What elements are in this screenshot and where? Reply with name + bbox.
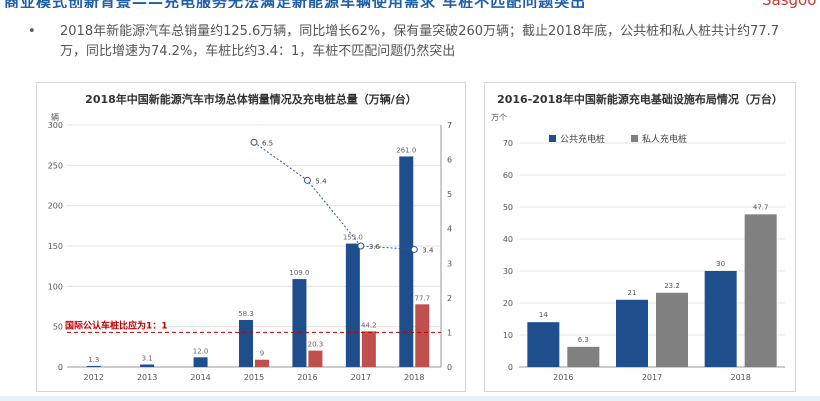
x-tick-label: 2016 (297, 373, 317, 382)
y-tick-label: 10 (503, 331, 513, 340)
bar-vehicle-sales (292, 279, 307, 367)
bar-public-chargers (616, 299, 648, 367)
bar-value-label: 58.3 (238, 310, 254, 318)
bar-private-chargers (744, 214, 777, 367)
y2-tick-label: 3 (447, 259, 452, 268)
bar-value-label: 153.0 (343, 234, 363, 242)
y-tick-label: 70 (503, 139, 513, 148)
reference-line-label: 国际公认车桩比应为1：1 (65, 319, 168, 331)
bar-value-label: 23.2 (664, 282, 680, 290)
bar-value-label: 12.0 (193, 347, 209, 355)
bar-vehicle-sales (140, 364, 155, 367)
line-vehicle-charger-ratio (253, 141, 415, 250)
x-tick-label: 2017 (351, 373, 371, 382)
bar-value-label: 9 (260, 350, 264, 358)
y-tick-label: 50 (503, 203, 513, 212)
legend-label: 私人充电桩 (642, 133, 687, 145)
line-value-label: 6.5 (262, 139, 273, 147)
line-value-label: 5.4 (315, 177, 327, 185)
legend-label: 公共充电桩 (560, 133, 605, 145)
x-tick-label: 2018 (404, 373, 424, 382)
bar-value-label: 14 (539, 311, 548, 319)
y2-tick-label: 5 (447, 190, 452, 199)
bar-vehicle-sales (86, 365, 101, 367)
bar-value-label: 109.0 (289, 269, 309, 277)
y-tick-label: 150 (48, 242, 63, 251)
bar-value-label: 47.7 (753, 203, 769, 211)
sales-and-chargers-chart: 辆 0 50 100 150 200 250 300 0 1 2 3 4 5 6 7 1.3 2012 3.1 201… (48, 112, 452, 382)
y-tick-label: 0 (58, 363, 63, 372)
bar-vehicle-sales (345, 243, 360, 367)
bar-value-label: 261.0 (396, 146, 416, 154)
bar-chargers (415, 304, 430, 367)
bar-value-label: 21 (628, 289, 637, 297)
y2-tick-label: 1 (447, 328, 452, 337)
bar-public-chargers (527, 322, 560, 367)
y-tick-label: 200 (48, 202, 63, 211)
bar-value-label: 20.3 (308, 341, 324, 349)
bar-value-label: 77.7 (414, 294, 430, 302)
footer-band (0, 396, 820, 401)
x-tick-label: 2013 (137, 373, 157, 382)
y-tick-label: 60 (503, 171, 513, 180)
slide-title: 商业模式创新背景——充电服务无法满足新能源车辆使用需求 车桩不匹配问题突出 (4, 0, 586, 8)
y2-tick-label: 6 (447, 156, 452, 165)
y-tick-label: 40 (503, 235, 513, 244)
sales-and-chargers-chart-panel: 2018年中国新能源汽车市场总体销量情况及充电桩总量（万辆/台） 辆 0 50 100… (36, 82, 466, 392)
bar-value-label: 30 (716, 260, 725, 268)
x-tick-label: 2012 (84, 373, 104, 382)
y-tick-label: 300 (48, 121, 63, 130)
bar-private-chargers (656, 292, 688, 367)
bar-private-chargers (567, 346, 600, 367)
charging-infrastructure-chart-panel: 2016-2018年中国新能源充电基础设施布局情况（万台） 万个 0 10 20 30 4… (484, 82, 796, 392)
x-tick-label: 2014 (190, 373, 210, 382)
slide-title-bar: 商业模式创新背景——充电服务无法满足新能源车辆使用需求 车桩不匹配问题突出 Sa… (0, 0, 820, 8)
y-tick-label: 100 (48, 282, 63, 291)
line-point-ratio (250, 138, 258, 146)
y2-tick-label: 2 (447, 294, 452, 303)
x-tick-label: 2016 (553, 373, 573, 382)
y-tick-label: 250 (48, 161, 63, 170)
summary-text: 2018年新能源汽车总销量约125.6万辆，同比增长62%，保有量突破260万辆… (60, 24, 780, 59)
x-tick-label: 2017 (642, 373, 662, 382)
y-axis-unit-label: 万个 (491, 113, 507, 122)
legend-swatch (549, 135, 556, 142)
chart-title: 2016-2018年中国新能源充电基础设施布局情况（万台） (497, 93, 783, 106)
y-tick-label: 0 (508, 363, 513, 372)
line-point-ratio (357, 242, 365, 250)
bar-value-label: 44.2 (361, 321, 377, 329)
bar-vehicle-sales (193, 357, 208, 367)
bar-chargers (255, 359, 269, 367)
bar-chargers (361, 331, 376, 367)
brand-logo-text: Sasgoo (762, 0, 816, 8)
bar-value-label: 6.3 (578, 336, 589, 344)
chart-title: 2018年中国新能源汽车市场总体销量情况及充电桩总量（万辆/台） (85, 93, 417, 106)
y-tick-label: 30 (503, 267, 513, 276)
y2-tick-label: 0 (447, 363, 452, 372)
bar-vehicle-sales (239, 319, 253, 367)
y-tick-label: 50 (53, 323, 63, 332)
y-axis-unit-label: 辆 (51, 112, 59, 122)
y2-tick-label: 4 (447, 225, 452, 234)
bar-value-label: 1.3 (88, 356, 99, 364)
charging-infrastructure-chart: 万个 0 10 20 30 40 50 60 70 公共充电桩 私人充电桩 14 6.3 2016 21 23… (491, 113, 785, 382)
legend-swatch (631, 135, 638, 142)
bar-value-label: 3.1 (142, 354, 153, 362)
line-value-label: 3.6 (369, 243, 381, 251)
x-tick-label: 2015 (244, 373, 264, 382)
bullet-marker: • (28, 24, 36, 39)
bar-vehicle-sales (399, 156, 414, 367)
bar-chargers (308, 350, 323, 367)
y2-tick-label: 7 (447, 121, 452, 130)
y-tick-label: 20 (503, 299, 513, 308)
line-point-ratio (410, 245, 418, 253)
bar-public-chargers (704, 271, 737, 367)
line-value-label: 3.4 (422, 246, 434, 254)
x-tick-label: 2018 (730, 373, 750, 382)
line-point-ratio (303, 176, 311, 184)
